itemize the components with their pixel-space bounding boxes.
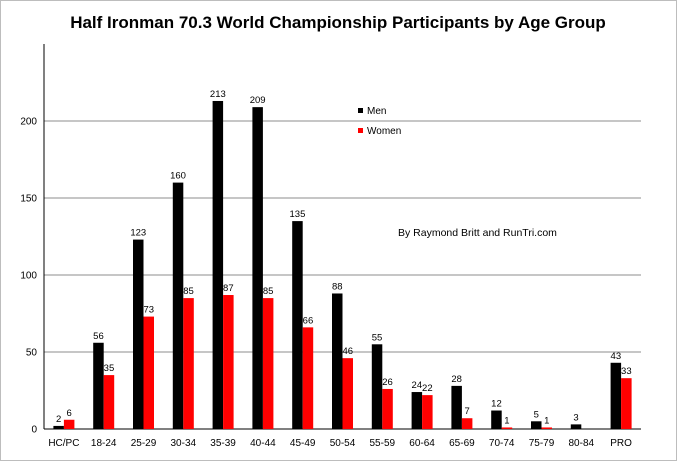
- legend-swatch-women: [358, 128, 363, 133]
- bar-men: [292, 221, 303, 429]
- legend-swatch-men: [358, 108, 363, 113]
- x-tick-label: 75-79: [529, 438, 555, 449]
- x-tick-label: 65-69: [449, 438, 475, 449]
- data-label-women: 66: [303, 315, 314, 326]
- data-label-men: 209: [250, 95, 266, 106]
- bar-women: [103, 375, 115, 429]
- bar-men: [172, 182, 184, 429]
- x-tick-label: 35-39: [210, 438, 236, 449]
- bar-women: [183, 298, 194, 429]
- bar-men: [133, 239, 144, 429]
- x-tick-label: 25-29: [131, 438, 157, 449]
- x-tick-label: PRO: [610, 438, 632, 449]
- bar-men: [252, 107, 263, 429]
- data-label-women: 22: [422, 383, 433, 394]
- data-label-women: 1: [544, 415, 549, 426]
- x-tick-label: 60-64: [409, 438, 435, 449]
- data-label-men: 3: [573, 412, 578, 423]
- data-label-men: 213: [210, 89, 226, 100]
- y-tick-label: 200: [20, 117, 37, 128]
- bar-women: [541, 427, 552, 429]
- bar-men: [332, 293, 343, 429]
- bar-women: [382, 388, 393, 429]
- data-label-men: 160: [170, 171, 186, 182]
- bar-women: [63, 419, 75, 429]
- y-tick-label: 50: [26, 348, 38, 359]
- data-label-women: 46: [342, 346, 353, 357]
- chart-title: Half Ironman 70.3 World Championship Par…: [70, 13, 606, 32]
- bar-women: [223, 295, 234, 429]
- bar-men: [531, 421, 542, 429]
- plot-area: 050100150200HC/PC2618-24563525-291237330…: [20, 44, 641, 449]
- bar-men: [371, 344, 383, 429]
- bar-women: [143, 316, 154, 429]
- data-label-men: 55: [372, 332, 383, 343]
- data-label-men: 12: [491, 399, 502, 410]
- data-label-men: 56: [93, 331, 104, 342]
- data-label-men: 88: [332, 281, 343, 292]
- data-label-women: 85: [263, 286, 274, 297]
- x-tick-label: 55-59: [370, 438, 396, 449]
- bar-men: [53, 425, 64, 429]
- bar-men: [212, 100, 224, 429]
- data-label-women: 85: [183, 286, 194, 297]
- credit-annotation: By Raymond Britt and RunTri.com: [398, 227, 557, 239]
- x-tick-label: 18-24: [91, 438, 117, 449]
- data-label-men: 2: [56, 414, 61, 425]
- y-tick-label: 150: [20, 194, 37, 205]
- x-tick-label: 50-54: [330, 438, 356, 449]
- x-tick-label: HC/PC: [48, 438, 79, 449]
- x-tick-label: 80-84: [569, 438, 595, 449]
- bar-women: [461, 418, 473, 429]
- data-label-women: 7: [465, 406, 470, 417]
- y-tick-label: 0: [31, 425, 37, 436]
- legend-label-men: Men: [367, 106, 386, 117]
- bar-men: [93, 342, 104, 429]
- bar-women: [501, 427, 513, 429]
- data-label-men: 28: [451, 374, 462, 385]
- data-label-men: 43: [611, 351, 622, 362]
- bar-men: [570, 424, 582, 429]
- y-tick-label: 100: [20, 271, 37, 282]
- bar-men: [411, 392, 423, 429]
- data-label-men: 24: [412, 380, 423, 391]
- bar-women: [302, 327, 314, 429]
- x-tick-label: 70-74: [489, 438, 515, 449]
- data-label-women: 6: [67, 408, 72, 419]
- data-label-women: 33: [621, 366, 632, 377]
- data-label-women: 26: [382, 377, 393, 388]
- data-label-women: 87: [223, 283, 234, 294]
- legend-label-women: Women: [367, 126, 401, 137]
- data-label-men: 135: [290, 209, 306, 220]
- bar-women: [621, 378, 632, 429]
- x-tick-label: 30-34: [171, 438, 197, 449]
- data-label-men: 5: [534, 409, 539, 420]
- bar-women: [342, 358, 353, 429]
- data-label-women: 73: [143, 305, 154, 316]
- bar-women: [422, 395, 433, 429]
- x-tick-label: 40-44: [250, 438, 276, 449]
- x-tick-label: 45-49: [290, 438, 316, 449]
- data-label-men: 123: [130, 228, 146, 239]
- bar-women: [262, 298, 274, 429]
- data-label-women: 35: [104, 363, 115, 374]
- bar-men: [491, 410, 502, 429]
- bar-men: [610, 362, 622, 429]
- bar-men: [451, 385, 462, 429]
- data-label-women: 1: [504, 415, 509, 426]
